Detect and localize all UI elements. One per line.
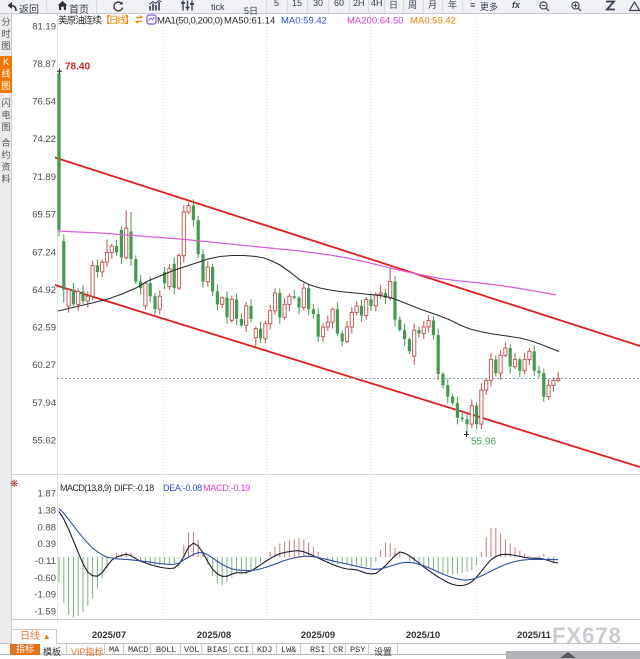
svg-text:❋: ❋ [10,479,18,490]
svg-text:-1.09: -1.09 [34,590,56,601]
svg-text:69.57: 69.57 [32,210,56,221]
svg-text:-0.11: -0.11 [35,556,56,567]
svg-text:MA0:59.42: MA0:59.42 [410,15,456,26]
svg-text:78.40: 78.40 [65,62,90,73]
svg-text:1.38: 1.38 [38,505,57,516]
svg-text:DEA:-0.08: DEA:-0.08 [163,483,202,493]
svg-text:FX678: FX678 [552,623,622,648]
svg-text:74.22: 74.22 [32,134,56,145]
svg-text:MA200:64.50: MA200:64.50 [347,15,404,26]
svg-text:2025/10: 2025/10 [406,630,440,641]
svg-text:2025/07: 2025/07 [92,630,126,641]
svg-text:美原油连续: 美原油连续 [58,14,102,26]
svg-text:76.54: 76.54 [32,97,56,108]
svg-text:-1.59: -1.59 [34,607,56,618]
svg-text:-0.60: -0.60 [34,573,56,584]
svg-text:MACD(13,8,9): MACD(13,8,9) [60,483,111,493]
svg-text:2025/09: 2025/09 [301,630,335,641]
svg-text:55.96: 55.96 [471,437,496,448]
svg-text:2025/11: 2025/11 [517,630,552,641]
svg-text:0.88: 0.88 [38,522,57,533]
svg-text:MACD:-0.19: MACD:-0.19 [203,483,250,493]
svg-text:MA0:59.42: MA0:59.42 [281,15,327,26]
svg-text:57.94: 57.94 [32,398,56,409]
svg-text:DIFF:-0.18: DIFF:-0.18 [114,483,154,493]
svg-text:2025/08: 2025/08 [197,630,231,641]
svg-text:78.87: 78.87 [32,59,56,70]
svg-text:62.59: 62.59 [32,323,56,334]
svg-text:60.27: 60.27 [32,360,56,371]
svg-text:64.92: 64.92 [32,285,56,296]
svg-text:MA50:61.14: MA50:61.14 [224,15,275,26]
svg-text:81.19: 81.19 [32,21,56,32]
svg-text:55.62: 55.62 [32,435,56,446]
svg-text:MA1(50,0,200,0): MA1(50,0,200,0) [157,15,223,26]
svg-text:1.87: 1.87 [38,489,57,500]
svg-text:0.39: 0.39 [38,539,57,550]
svg-text:【日线】: 【日线】 [101,14,133,26]
svg-text:71.89: 71.89 [32,172,56,183]
svg-text:67.24: 67.24 [32,247,56,258]
